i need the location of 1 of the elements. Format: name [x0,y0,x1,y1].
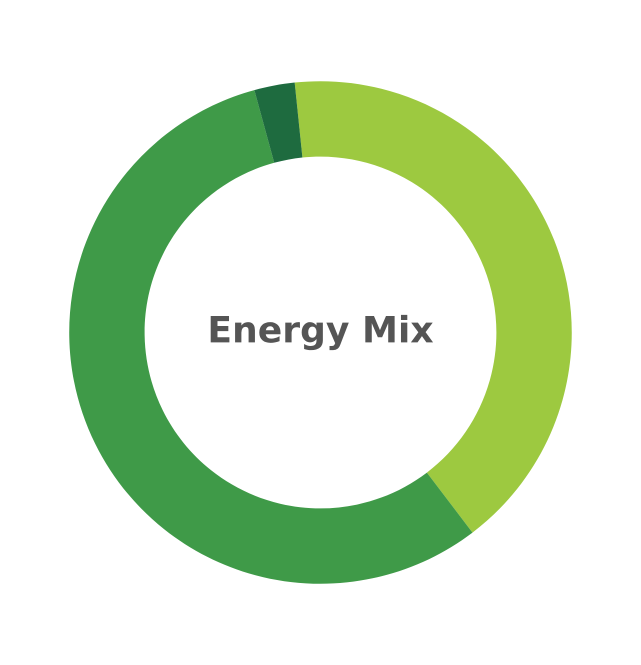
text: Energy Mix [210,314,434,350]
